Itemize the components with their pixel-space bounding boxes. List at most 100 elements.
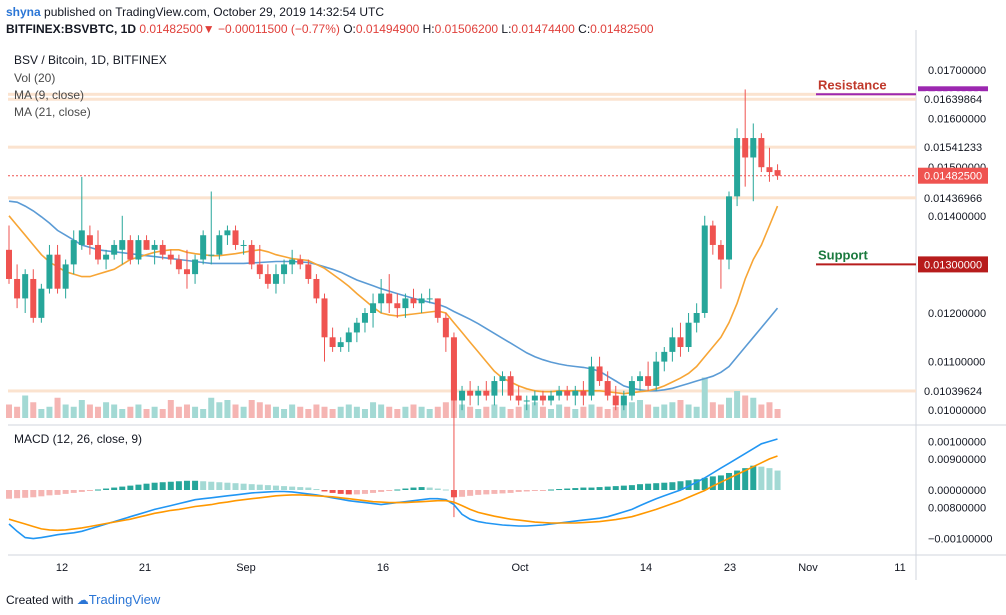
macd-histogram-bar	[628, 485, 635, 490]
candle-body	[588, 366, 595, 396]
macd-tick-label: 0.00100000	[928, 436, 986, 448]
publisher-username[interactable]: shyna	[6, 5, 41, 19]
volume-bar	[192, 406, 199, 418]
high-label: H:	[422, 22, 435, 36]
macd-histogram-bar	[151, 482, 158, 490]
volume-bar	[232, 404, 239, 418]
candle-body	[248, 244, 255, 265]
candle-body	[596, 366, 603, 382]
price-level-label-bg	[918, 139, 988, 156]
volume-bar	[628, 402, 635, 418]
macd-histogram-bar	[127, 485, 134, 490]
macd-histogram-bar	[289, 486, 296, 490]
volume-bar	[272, 406, 279, 418]
candle-body	[272, 274, 279, 284]
time-tick-label: 14	[640, 562, 652, 574]
candle-body	[208, 254, 215, 256]
volume-bar	[556, 404, 563, 418]
candle-body	[135, 240, 142, 260]
volume-bar	[564, 406, 571, 418]
candle-body	[531, 395, 538, 401]
price-tick-label: 0.01000000	[928, 405, 986, 417]
macd-histogram-bar	[701, 477, 708, 490]
macd-legend[interactable]: MACD (12, 26, close, 9)	[14, 432, 143, 446]
macd-histogram-bar	[620, 485, 627, 490]
candle-body	[22, 274, 29, 299]
macd-histogram-bar	[78, 490, 85, 492]
volume-bar	[54, 397, 61, 418]
candle-body	[661, 351, 668, 362]
ma9-legend[interactable]: MA (9, close)	[14, 88, 85, 102]
volume-bar	[70, 406, 77, 418]
volume-bar	[515, 406, 522, 418]
candle-body	[175, 259, 182, 270]
macd-histogram-bar	[167, 481, 174, 490]
volume-bar	[637, 400, 644, 418]
macd-histogram-bar	[86, 490, 93, 491]
level-band	[8, 196, 916, 200]
candle-body	[46, 254, 53, 289]
candle-body	[127, 240, 134, 260]
macd-histogram-bar	[531, 490, 538, 491]
candle-body	[200, 235, 207, 260]
macd-histogram-bar	[475, 490, 482, 495]
volume-bar	[539, 406, 546, 418]
macd-histogram-bar	[677, 481, 684, 490]
macd-histogram-bar	[459, 490, 466, 497]
macd-histogram-bar	[515, 490, 522, 492]
macd-histogram-bar	[94, 489, 101, 491]
macd-histogram-bar	[669, 482, 676, 490]
macd-histogram-bar	[22, 490, 29, 498]
macd-histogram-bar	[183, 480, 190, 490]
price-change: −0.00011500 (−0.77%)	[218, 22, 340, 36]
candle-body	[192, 259, 199, 275]
volume-legend[interactable]: Vol (20)	[14, 71, 56, 85]
volume-bar	[548, 409, 555, 418]
candle-body	[240, 244, 247, 246]
volume-bar	[305, 409, 312, 418]
macd-tick-label: 0.00000000	[928, 485, 986, 497]
tradingview-brand[interactable]: TradingView	[88, 592, 161, 607]
volume-bar	[216, 402, 223, 418]
candle-body	[370, 303, 377, 313]
footer: Created with ☁TradingView	[6, 592, 160, 607]
candle-body	[6, 249, 12, 279]
volume-bar	[507, 409, 514, 418]
volume-bar	[200, 409, 207, 418]
macd-histogram-bar	[418, 487, 425, 490]
volume-bar	[361, 409, 368, 418]
volume-bar	[742, 395, 749, 418]
macd-histogram-bar	[596, 487, 603, 490]
volume-bar	[531, 402, 538, 418]
macd-histogram-bar	[491, 490, 498, 494]
candle-body	[281, 264, 288, 275]
macd-histogram-bar	[394, 489, 401, 491]
price-level-label-bg	[918, 189, 988, 206]
tradingview-logo-icon: ☁	[76, 593, 89, 607]
volume-bar	[523, 404, 530, 418]
volume-bar	[499, 406, 506, 418]
candle-body	[539, 395, 546, 401]
candle-body	[734, 138, 741, 197]
volume-bar	[709, 402, 716, 418]
macd-histogram-bar	[434, 488, 441, 490]
volume-bar	[467, 406, 474, 418]
volume-bar	[22, 395, 29, 418]
candle-body	[434, 298, 441, 318]
price-tick-label: 0.00900000	[928, 454, 986, 466]
candle-body	[572, 390, 579, 396]
price-level-label: 0.01639864	[924, 94, 982, 106]
macd-histogram-bar	[523, 490, 530, 492]
volume-bar	[442, 402, 449, 418]
macd-histogram-bar	[572, 488, 579, 490]
candle-body	[14, 278, 21, 299]
macd-histogram-bar	[224, 482, 231, 490]
ma21-legend[interactable]: MA (21, close)	[14, 105, 91, 119]
candle-body	[766, 167, 773, 173]
candle-body	[103, 254, 110, 260]
volume-bar	[459, 404, 466, 418]
volume-bar	[30, 402, 37, 418]
candle-body	[548, 395, 555, 401]
published-text: published on TradingView.com, October 29…	[44, 5, 385, 19]
